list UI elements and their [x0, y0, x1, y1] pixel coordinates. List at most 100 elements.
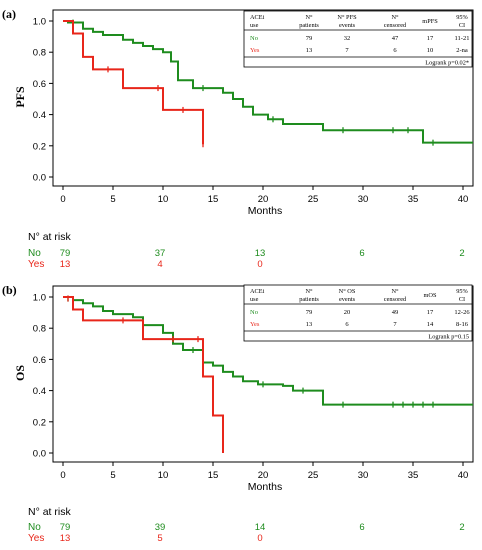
x-tick-label: 5 [110, 194, 115, 205]
series-line-no [63, 296, 473, 406]
at-risk-count: 39 [155, 522, 166, 533]
table-header-cell: 95% CI [456, 288, 468, 303]
at-risk-count: 14 [255, 522, 266, 533]
table-cell: 8-16 [456, 321, 469, 328]
table-header-cell: N° PFS events [337, 14, 357, 29]
x-tick-label: 40 [458, 194, 469, 205]
x-tick-label: 10 [158, 470, 169, 481]
at-risk-row-label: No [28, 248, 41, 259]
y-tick-label: 0.4 [33, 386, 46, 397]
table-row-label: Yes [250, 47, 260, 54]
at-risk-count: 0 [257, 533, 262, 544]
at-risk-count: 2 [459, 248, 464, 259]
x-tick-label: 35 [408, 194, 419, 205]
at-risk-count: 4 [157, 259, 162, 270]
at-risk-count: 2 [459, 522, 464, 533]
table-row-label: No [250, 309, 258, 316]
x-tick-label: 35 [408, 470, 419, 481]
at-risk-table: N° at risk No 79 39 14 6 2 Yes 13 5 0 [28, 506, 465, 544]
at-risk-title: N° at risk [28, 506, 71, 518]
y-tick-label: 1.0 [33, 17, 46, 28]
at-risk-count: 6 [359, 248, 364, 259]
table-cell: 17 [427, 35, 434, 42]
y-tick-label: 0.6 [33, 79, 46, 90]
panel-b: (b)0.00.20.40.60.81.00 5 10 15 20 25 30 35 40Mon… [2, 283, 474, 544]
y-tick-label: 0.2 [33, 417, 46, 428]
table-header-cell: N° censored [384, 288, 407, 303]
stats-table: ACEi use N° patients N° PFS events N° censored m… [243, 10, 473, 68]
table-box [243, 284, 473, 342]
table-cell: 6 [345, 321, 349, 328]
table-box [243, 10, 473, 68]
x-tick-label: 10 [158, 194, 169, 205]
x-tick-label: 5 [110, 470, 115, 481]
table-cell: 10 [427, 47, 434, 54]
y-tick-label: 0.4 [33, 110, 46, 121]
table-header-cell: 95% CI [456, 14, 468, 29]
logrank-footnote: Logrank p=0.15 [428, 334, 469, 341]
at-risk-count: 0 [257, 259, 262, 270]
table-header-cell: N° patients [299, 14, 319, 29]
x-tick-label: 20 [258, 194, 269, 205]
table-cell: 7 [345, 47, 349, 54]
at-risk-table: N° at risk No 79 37 13 6 2 Yes 13 4 0 [28, 231, 465, 270]
at-risk-count: 5 [157, 533, 162, 544]
at-risk-count: 79 [60, 522, 71, 533]
y-tick-label: 0.2 [33, 141, 46, 152]
table-row-label: Yes [250, 321, 260, 328]
table-cell: 11-21 [455, 35, 470, 42]
table-header-cell: N° patients [299, 288, 319, 303]
at-risk-row-label: Yes [28, 259, 44, 270]
panel-a: (a)0.00.20.40.60.81.00 5 10 15 20 25 30 35 40Mon… [2, 7, 474, 270]
table-cell: 12-26 [454, 309, 470, 316]
table-header-cell: N° censored [384, 14, 407, 29]
x-tick-label: 25 [308, 470, 319, 481]
series-line-yes [63, 296, 224, 453]
stats-table: ACEi use N° patients N° OS events N° censored mO… [243, 284, 473, 342]
y-tick-label: 0.0 [33, 449, 46, 460]
table-cell: 79 [306, 309, 313, 316]
table-cell: 13 [306, 47, 313, 54]
x-tick-label: 20 [258, 470, 269, 481]
y-axis-label: OS [13, 365, 27, 381]
at-risk-count: 37 [155, 248, 166, 259]
table-cell: 17 [427, 309, 434, 316]
table-cell: 14 [427, 321, 434, 328]
y-tick-label: 1.0 [33, 293, 46, 304]
table-header-cell: mPFS [422, 18, 438, 25]
table-cell: 47 [392, 35, 399, 42]
table-cell: 6 [393, 47, 397, 54]
x-axis-label: Months [248, 205, 282, 217]
y-tick-label: 0.8 [33, 48, 46, 59]
y-tick-label: 0.8 [33, 324, 46, 335]
at-risk-count: 6 [359, 522, 364, 533]
at-risk-count: 13 [60, 259, 71, 270]
table-header-cell: mOS [424, 292, 437, 299]
table-header-cell: ACEi use [250, 288, 265, 303]
at-risk-count: 79 [60, 248, 71, 259]
at-risk-title: N° at risk [28, 231, 71, 243]
series-line-no [63, 20, 473, 144]
panel-label: (b) [2, 283, 17, 297]
x-tick-label: 30 [358, 470, 369, 481]
at-risk-row-label: Yes [28, 533, 44, 544]
x-tick-label: 0 [60, 470, 65, 481]
table-row-label: No [250, 35, 258, 42]
x-tick-label: 0 [60, 194, 65, 205]
x-tick-label: 30 [358, 194, 369, 205]
table-cell: 49 [392, 309, 399, 316]
table-header-cell: N° OS events [339, 288, 356, 303]
at-risk-row-label: No [28, 522, 41, 533]
table-cell: 7 [393, 321, 397, 328]
table-header-cell: ACEi use [250, 14, 265, 29]
x-tick-label: 25 [308, 194, 319, 205]
table-cell: 32 [344, 35, 351, 42]
y-tick-label: 0.6 [33, 355, 46, 366]
x-tick-label: 15 [208, 194, 219, 205]
table-cell: 79 [306, 35, 313, 42]
logrank-footnote: Logrank p=0.02* [425, 60, 469, 67]
table-cell: 20 [344, 309, 351, 316]
table-cell: 2-na [456, 47, 468, 54]
y-axis-label: PFS [13, 86, 27, 108]
